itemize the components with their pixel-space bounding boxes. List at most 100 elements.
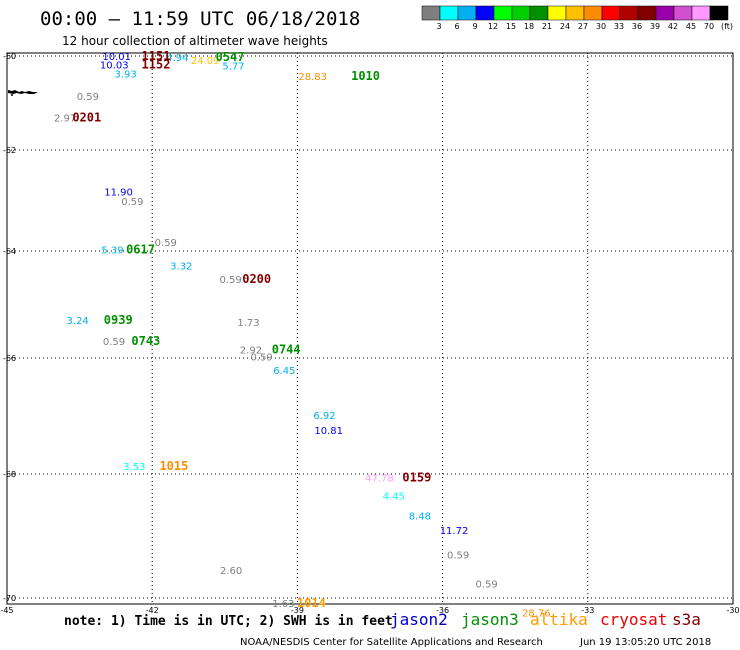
colorbar-swatch [583,5,603,21]
pass-time-label: 0547 [216,50,245,64]
pass-time-label: 0617 [126,242,155,256]
wave-height-label: 10.81 [314,426,343,437]
wave-height-label: 10.01 [102,52,131,63]
y-tick-label: -60 [3,52,16,61]
y-tick-label: -70 [3,594,16,603]
colorbar-swatch [709,5,729,21]
pass-time-label: 0939 [104,313,133,327]
colorbar-label: 24 [560,22,570,31]
colorbar-label: 45 [686,22,696,31]
wave-height-label: 0.59 [250,352,272,363]
wave-height-label: 0.59 [77,92,99,103]
wave-height-label: 3.93 [114,69,136,80]
x-tick-label: -39 [291,606,304,615]
grid-lines [7,53,733,604]
wave-height-label: 4.94 [166,53,188,64]
wave-height-label: 2.92 [240,345,262,356]
wave-height-label: 2.60 [220,566,242,577]
colorbar-swatch [619,5,639,21]
generated-timestamp: Jun 19 13:05:20 UTC 2018 [579,637,711,648]
pass-time-label: 0744 [272,342,301,356]
wave-height-label: 0.59 [121,197,143,208]
chart-title: 00:00 – 11:59 UTC 06/18/2018 [40,8,360,30]
legend-jason3: jason3 [461,610,519,629]
colorbar-label: 39 [650,22,660,31]
colorbar-swatch [673,5,693,21]
wave-height-label: 11.90 [104,187,133,198]
wave-height-label: 24.09 [191,56,220,67]
colorbar-swatch [547,5,567,21]
plot-frame [6,52,734,605]
colorbar-label: 3 [436,22,441,31]
colorbar-swatch [457,5,477,21]
wave-height-label: 0.59 [155,238,177,249]
colorbar-label: 70 [704,22,714,31]
colorbar-label: 27 [578,22,588,31]
wave-height-label: 3.53 [123,462,145,473]
wave-height-label: 3.24 [67,316,89,327]
colorbar-swatch [529,5,549,21]
y-tick-label: -68 [3,470,16,479]
wave-height-label: 28.83 [298,72,327,83]
colorbar-swatch [421,5,441,21]
colorbar-swatch [511,5,531,21]
x-tick-label: -45 [0,606,13,615]
pass-time-label: 0200 [242,272,271,286]
colorbar-label: 18 [524,22,534,31]
colorbar-label: 33 [614,22,624,31]
colorbar-swatch [493,5,513,21]
y-tick-label: -62 [3,146,16,155]
pass-time-label: 1152 [142,57,171,71]
credit-text: NOAA/NESDIS Center for Satellite Applica… [240,637,543,648]
colorbar-label: 15 [506,22,516,31]
x-tick-label: -42 [146,606,159,615]
wave-height-label: 11.72 [440,526,469,537]
wave-height-label: 3.32 [170,261,192,272]
wave-height-label: 47.78 [365,474,394,485]
colorbar-swatch [601,5,621,21]
axis-ticks: -45 -42 -39 -36 -33 -30 -60 -62 -64 -66 -68 -70 [0,52,739,615]
colorbar-swatch [691,5,711,21]
legend-altika: altika [530,610,588,629]
pass-time-label: 1151 [142,49,171,63]
colorbar-label: (ft) [721,22,733,31]
legend-jason2: jason2 [390,610,448,629]
colorbar-swatch [475,5,495,21]
y-tick-label: -66 [3,354,16,363]
x-tick-label: -36 [436,606,449,615]
wave-height-label: 28.76 [522,608,551,619]
wave-height-label: 10.03 [100,60,129,71]
colorbar-label: 36 [632,22,642,31]
pass-time-label: 0159 [402,471,431,485]
plot-area [6,52,734,605]
colorbar-swatch [439,5,459,21]
wave-height-label: 6.92 [313,411,335,422]
wave-height-label: 8.48 [409,512,431,523]
chart-subtitle: 12 hour collection of altimeter wave hei… [62,34,328,48]
satellite-legend: jason2 jason3 altika cryosat s3a [390,610,701,629]
wave-height-label: 0.59 [219,275,241,286]
y-tick-label: -64 [3,247,16,256]
wave-height-label: 5.77 [222,61,244,72]
legend-s3a: s3a [672,610,701,629]
x-tick-label: -33 [581,606,594,615]
pass-time-label: 1015 [159,459,188,473]
colorbar-swatch [565,5,585,21]
colorbar-label: 9 [472,22,477,31]
pass-time-label: 1014 [297,596,326,610]
colorbar-label: 6 [454,22,459,31]
legend-cryosat: cryosat [600,610,667,629]
wave-height-label: 0.59 [447,551,469,562]
pass-time-label: 0743 [131,334,160,348]
colorbar: 3 6 9 12 15 18 21 24 27 30 33 36 39 42 45 70 (ft) [421,5,733,31]
wave-height-label: 1.63 [272,599,294,610]
footnote: note: 1) Time is in UTC; 2) SWH is in fe… [64,614,393,629]
x-tick-label: -30 [726,606,739,615]
wave-height-label: 0.59 [103,337,125,348]
colorbar-swatch [637,5,657,21]
pass-time-label: 1010 [351,69,380,83]
wave-height-label: 1.73 [237,318,259,329]
